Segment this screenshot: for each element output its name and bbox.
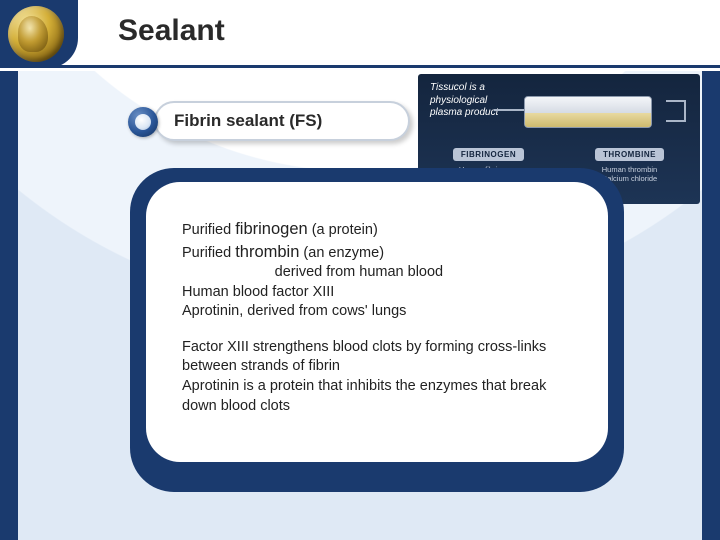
body-line-7: Aprotinin is a protein that inhibits the… [182,377,578,416]
content-panel: Purified fibrinogen (a protein) Purified… [146,182,608,462]
header-bar: Sealant [0,0,720,68]
left-border [0,71,18,540]
subtitle-box: Fibrin sealant (FS) [154,101,410,141]
product-caption-l1: Tissucol is a [430,82,485,93]
coin-logo [8,6,64,62]
content-panel-outer: Purified fibrinogen (a protein) Purified… [130,168,624,492]
right-border [702,71,720,540]
body-line-4: Human blood factor XIII [182,283,578,303]
body-line-2: Purified thrombin (an enzyme) [182,241,578,264]
thrombine-pill: THROMBINE [595,148,664,161]
fibrinogen-pill: FIBRINOGEN [453,148,524,161]
subtitle-bullet-icon [128,107,158,137]
product-caption-l2: physiological [430,95,487,106]
product-caption-l3: plasma product [430,107,498,118]
body-line-1: Purified fibrinogen (a protein) [182,218,578,241]
body-line-5: Aprotinin, derived from cows' lungs [182,302,578,322]
subtitle-text: Fibrin sealant (FS) [174,111,322,131]
page-title: Sealant [118,14,225,48]
body-line-6: Factor XIII strengthens blood clots by f… [182,338,578,377]
body-line-3: derived from human blood [182,263,578,283]
syringe-icon [518,84,668,138]
thrombine-desc-1: Human thrombin [602,165,657,174]
product-caption: Tissucol is a physiological plasma produ… [430,82,498,120]
